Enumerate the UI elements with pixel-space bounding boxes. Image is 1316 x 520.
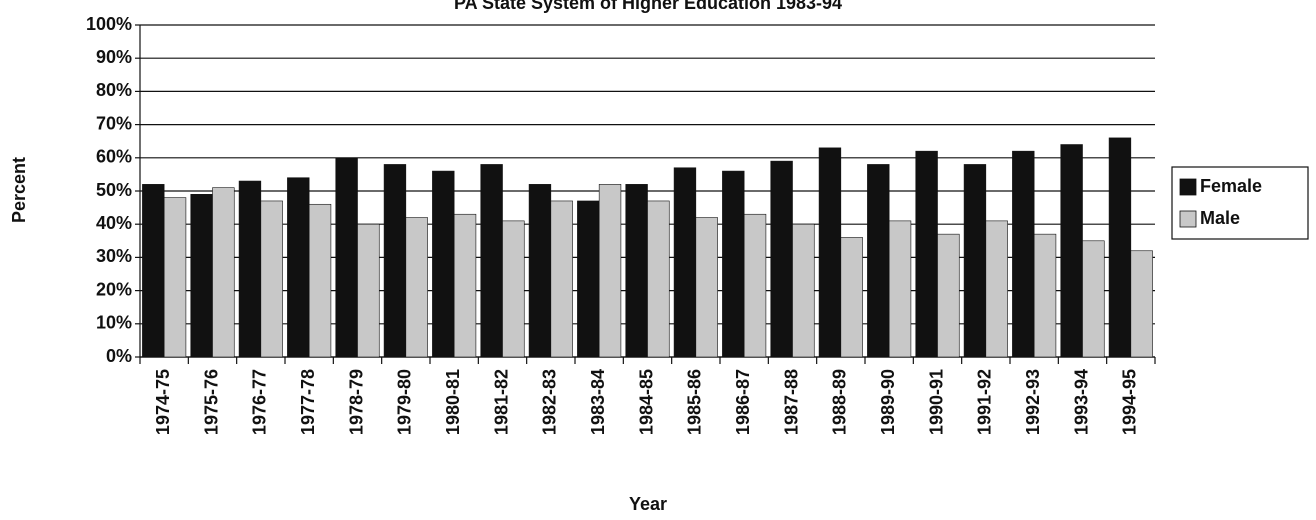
bar — [502, 220, 525, 358]
x-tick-label: 1992-93 — [1023, 369, 1043, 435]
x-tick-label: 1978-79 — [346, 369, 366, 435]
bar — [453, 213, 477, 358]
y-tick-label: 30% — [96, 246, 132, 266]
x-tick-label: 1987-88 — [781, 369, 801, 435]
bar — [432, 170, 455, 358]
bar — [1130, 250, 1153, 358]
bar — [308, 203, 332, 358]
bar — [722, 170, 745, 358]
x-tick-label: 1983-84 — [588, 369, 608, 435]
bar — [190, 194, 213, 358]
y-axis-label: Percent — [9, 157, 29, 223]
bar — [1012, 150, 1035, 358]
legend-swatch — [1179, 178, 1197, 196]
bar — [963, 164, 987, 358]
x-tick-label: 1994-95 — [1120, 369, 1140, 435]
bar — [335, 157, 358, 358]
bar — [405, 217, 428, 358]
bar — [1082, 240, 1105, 358]
bar — [937, 233, 960, 358]
y-tick-label: 20% — [96, 279, 132, 299]
bar — [383, 164, 407, 358]
bar — [287, 177, 310, 358]
bar — [915, 150, 938, 358]
bar — [1108, 137, 1132, 358]
bar — [673, 167, 697, 358]
legend-label: Female — [1200, 176, 1262, 196]
bar — [1033, 233, 1057, 358]
y-tick-label: 80% — [96, 80, 132, 100]
bar — [840, 237, 863, 358]
x-tick-label: 1984-85 — [636, 369, 656, 435]
y-tick-label: 90% — [96, 47, 132, 67]
bar — [550, 200, 573, 358]
bar — [142, 184, 165, 358]
bar — [792, 223, 815, 358]
bar — [743, 213, 767, 358]
bar — [625, 184, 648, 358]
y-tick-label: 70% — [96, 113, 132, 133]
bar — [480, 164, 503, 358]
bar — [867, 164, 890, 358]
bar — [260, 200, 283, 358]
bar — [528, 184, 552, 358]
y-tick-label: 10% — [96, 313, 132, 333]
bar — [647, 200, 670, 358]
x-tick-label: 1986-87 — [733, 369, 753, 435]
bar — [163, 197, 187, 358]
x-tick-label: 1985-86 — [685, 369, 705, 435]
bar — [238, 180, 262, 358]
chart-title: PA State System of Higher Education 1983… — [454, 0, 842, 13]
bar — [695, 217, 718, 358]
x-tick-label: 1979-80 — [395, 369, 415, 435]
bar — [818, 147, 842, 358]
x-tick-label: 1976-77 — [250, 369, 270, 435]
bar — [357, 223, 380, 358]
x-axis-label: Year — [629, 494, 667, 514]
bar — [770, 160, 793, 358]
x-tick-label: 1989-90 — [878, 369, 898, 435]
y-tick-label: 50% — [96, 180, 132, 200]
bar — [985, 220, 1008, 358]
bar — [598, 184, 622, 358]
x-tick-label: 1991-92 — [975, 369, 995, 435]
x-tick-label: 1981-82 — [491, 369, 511, 435]
bar — [212, 187, 235, 358]
x-tick-label: 1974-75 — [153, 369, 173, 435]
y-tick-label: 60% — [96, 147, 132, 167]
x-tick-label: 1980-81 — [443, 369, 463, 435]
x-tick-label: 1977-78 — [298, 369, 318, 435]
y-tick-label: 40% — [96, 213, 132, 233]
bar — [888, 220, 912, 358]
x-tick-label: 1975-76 — [201, 369, 221, 435]
x-tick-label: 1982-83 — [540, 369, 560, 435]
legend-label: Male — [1200, 208, 1240, 228]
y-tick-label: 0% — [106, 346, 132, 366]
x-tick-label: 1993-94 — [1071, 369, 1091, 435]
x-tick-label: 1988-89 — [830, 369, 850, 435]
legend-swatch — [1179, 210, 1197, 228]
bar — [1060, 144, 1083, 358]
x-tick-label: 1990-91 — [926, 369, 946, 435]
y-tick-label: 100% — [86, 14, 132, 34]
bar — [577, 200, 600, 358]
